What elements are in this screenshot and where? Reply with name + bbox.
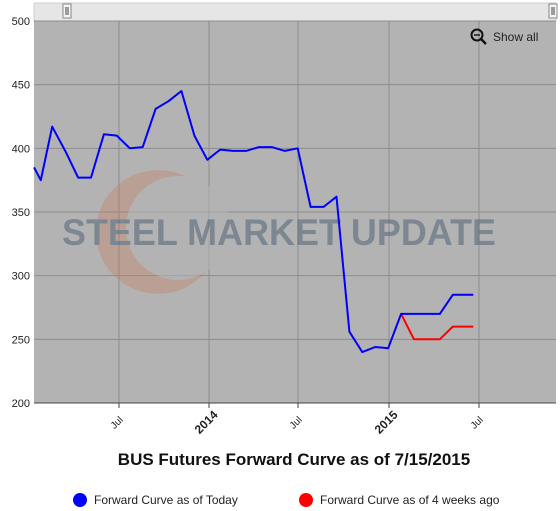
x-tick-label: Jul (469, 415, 486, 432)
zoom-icon (470, 28, 484, 42)
show-all-button[interactable]: Show all (470, 28, 539, 45)
y-tick-label: 350 (12, 207, 30, 219)
legend-label: Forward Curve as of 4 weeks ago (320, 493, 500, 507)
chart-title: BUS Futures Forward Curve as of 7/15/201… (118, 450, 470, 469)
y-tick-label: 500 (12, 16, 30, 28)
navigator-right-handle[interactable] (548, 3, 558, 19)
show-all-label[interactable]: Show all (493, 30, 538, 44)
legend-item[interactable]: Forward Curve as of 4 weeks ago (299, 493, 500, 507)
y-tick-label: 200 (12, 398, 30, 410)
y-tick-label: 400 (12, 143, 30, 155)
legend: Forward Curve as of Today Forward Curve a… (73, 493, 500, 507)
grid-lines (34, 20, 556, 404)
x-tick-label: 2014 (192, 408, 221, 437)
series-line (33, 90, 474, 354)
legend-marker-icon (73, 493, 87, 507)
y-tick-label: 450 (12, 80, 30, 92)
legend-marker-icon (299, 493, 313, 507)
y-tick-label: 250 (12, 334, 30, 346)
series-line (400, 313, 474, 341)
x-tick-label: Jul (109, 415, 126, 432)
watermark-text: STEEL MARKET UPDATE (62, 212, 496, 253)
series-lines (33, 90, 474, 354)
y-axis: 200 250 300 350 400 450 500 (12, 16, 30, 410)
x-tick-label: Jul (288, 415, 305, 432)
x-tick-label: 2015 (372, 408, 401, 437)
y-tick-label: 300 (12, 271, 30, 283)
navigator-bar[interactable] (33, 2, 557, 22)
legend-item[interactable]: Forward Curve as of Today (73, 493, 238, 507)
x-axis: Jul 2014 Jul 2015 Jul (34, 402, 556, 437)
legend-label: Forward Curve as of Today (94, 493, 238, 507)
navigator-left-handle[interactable] (62, 3, 72, 19)
watermark-logo: STEEL MARKET UPDATE (62, 170, 496, 294)
